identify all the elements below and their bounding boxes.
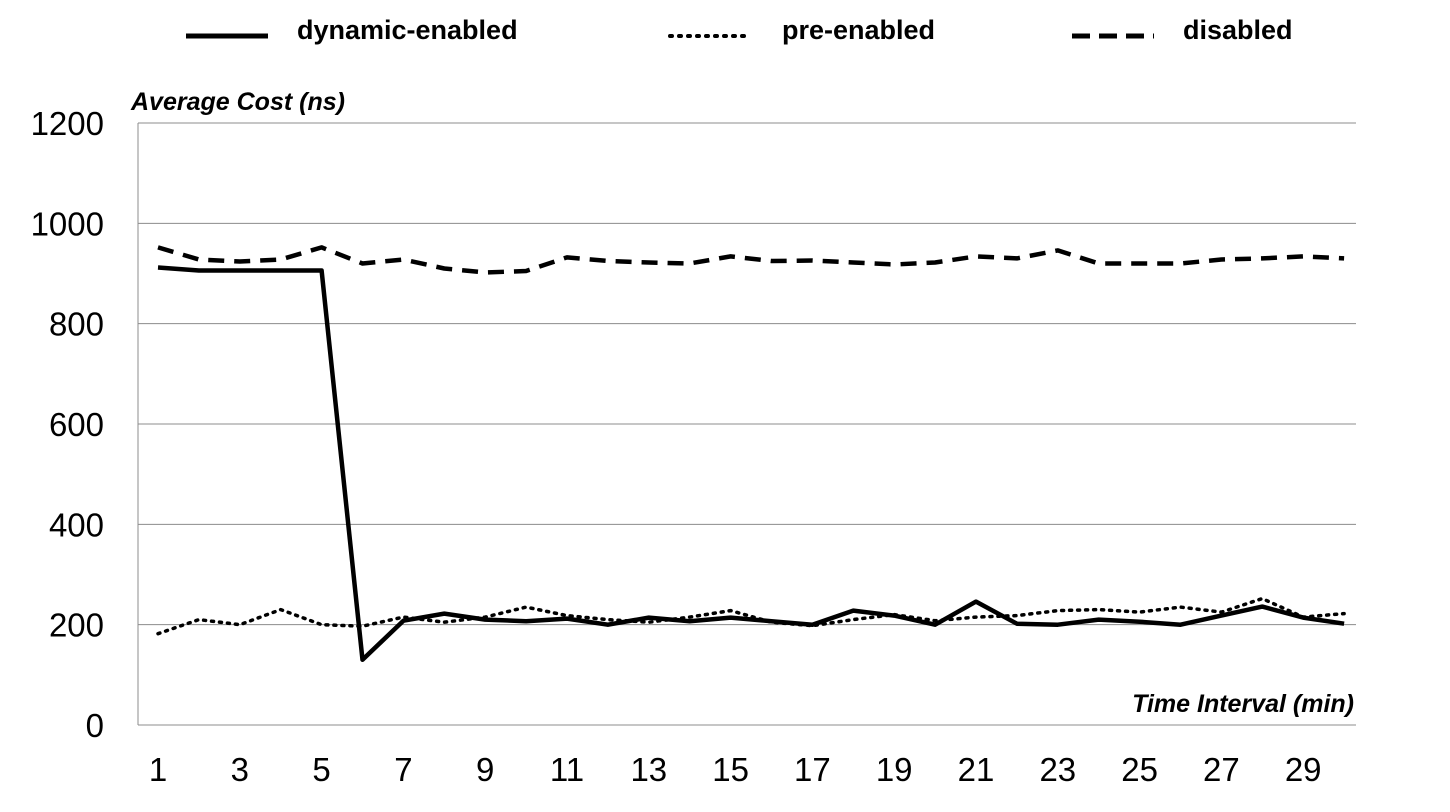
legend: dynamic-enabled pre-enabled disabled (186, 15, 1293, 45)
y-tick-label: 0 (86, 707, 104, 744)
x-tick-label: 27 (1203, 751, 1240, 788)
x-tick-label: 17 (794, 751, 831, 788)
x-tick-label: 19 (876, 751, 913, 788)
y-tick-label: 200 (49, 607, 104, 644)
x-tick-label: 1 (149, 751, 167, 788)
x-tick-label: 25 (1121, 751, 1158, 788)
y-tick-label: 800 (49, 306, 104, 343)
x-tick-label: 3 (231, 751, 249, 788)
y-tick-label: 1200 (31, 105, 104, 142)
y-tick-label: 600 (49, 406, 104, 443)
x-tick-label: 11 (550, 751, 584, 788)
y-axis-title: Average Cost (ns) (130, 88, 345, 116)
y-tick-label: 1000 (31, 205, 104, 242)
series-lines (156, 245, 1346, 663)
axes (137, 123, 1356, 726)
x-tick-label: 9 (476, 751, 494, 788)
legend-label-dynamic-enabled: dynamic-enabled (297, 15, 518, 45)
y-tick-labels: 0 200 400 600 800 1000 1200 (31, 105, 104, 744)
x-tick-labels: 1 3 5 7 9 11 13 15 17 19 21 23 25 27 29 (149, 751, 1322, 788)
gridlines (138, 122, 1356, 626)
x-axis-title: Time Interval (min) (1132, 690, 1354, 718)
series-line-pre-enabled (156, 596, 1346, 636)
x-tick-label: 13 (630, 751, 667, 788)
legend-label-pre-enabled: pre-enabled (782, 15, 935, 45)
x-tick-label: 23 (1039, 751, 1076, 788)
x-tick-label: 15 (712, 751, 749, 788)
legend-label-disabled: disabled (1183, 15, 1293, 45)
series-line-dynamic-enabled (157, 265, 1345, 663)
x-tick-label: 21 (958, 751, 995, 788)
x-tick-label: 5 (312, 751, 330, 788)
y-tick-label: 400 (49, 506, 104, 543)
x-tick-label: 7 (394, 751, 412, 788)
x-tick-label: 29 (1285, 751, 1322, 788)
series-line-disabled (157, 245, 1345, 275)
